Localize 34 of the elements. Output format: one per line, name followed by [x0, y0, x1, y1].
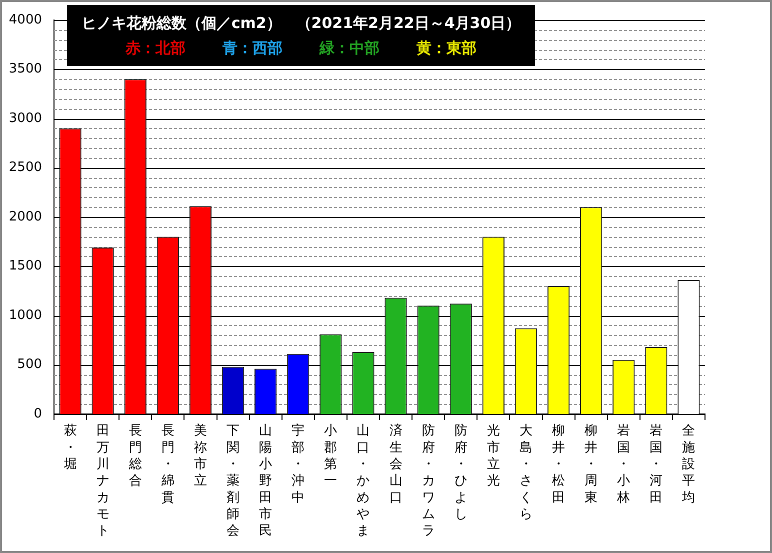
x-tick-label: 山陽小野田市民 — [259, 424, 272, 539]
x-tick-label: 下関・薬剤師会 — [226, 424, 240, 539]
y-tick-label: 1500 — [8, 258, 42, 274]
x-tick-label: 山口・かめやま — [356, 424, 370, 539]
annotation: 緑：中部 — [320, 39, 380, 58]
x-tick-label: 宇部・沖中 — [292, 422, 305, 506]
x-tick-label: 防府・カワムラ — [422, 424, 435, 539]
annotation: 青：西部 — [222, 39, 282, 58]
y-tick-label: 4000 — [8, 12, 42, 28]
y-tick-label: 2000 — [8, 209, 42, 224]
x-tick-label: 小郡第一 — [324, 424, 338, 489]
x-tick-label: 岩国・河田 — [650, 424, 663, 506]
x-tick-label: 長門総合 — [128, 424, 142, 489]
y-tick-label: 500 — [17, 357, 42, 372]
chart-title: ヒノキ花粉総数（個／cm2） （2021年2月22日～4月30日） — [80, 14, 522, 33]
x-tick-label: 美祢市立 — [194, 422, 207, 489]
x-tick-label: 田万川ナカモト — [96, 424, 110, 539]
y-tick-label: 0 — [34, 406, 42, 422]
x-tick-label: 萩・堀 — [62, 424, 77, 472]
x-tick-label: 岩国・小林 — [616, 424, 630, 506]
x-tick-label: 済生会山口 — [389, 422, 402, 506]
annotation: 黄：東部 — [416, 39, 476, 58]
x-tick-label: 長門・綿貫 — [160, 424, 174, 506]
x-tick-label: 柳井・松田 — [552, 424, 566, 506]
y-tick-label: 2500 — [8, 160, 42, 176]
x-tick-label: 光市立光 — [486, 424, 500, 489]
y-tick-label: 1000 — [8, 308, 42, 323]
x-tick-label: 柳井・周東 — [584, 424, 598, 506]
x-tick-label: 大島・さくら — [519, 424, 532, 522]
y-tick-label: 3000 — [8, 110, 42, 126]
annotation: 赤：北部 — [126, 39, 186, 58]
x-tick-label: 全施設平均 — [681, 424, 696, 506]
x-tick-label: 防府・ひよし — [454, 424, 468, 522]
y-tick-label: 3500 — [8, 62, 42, 77]
